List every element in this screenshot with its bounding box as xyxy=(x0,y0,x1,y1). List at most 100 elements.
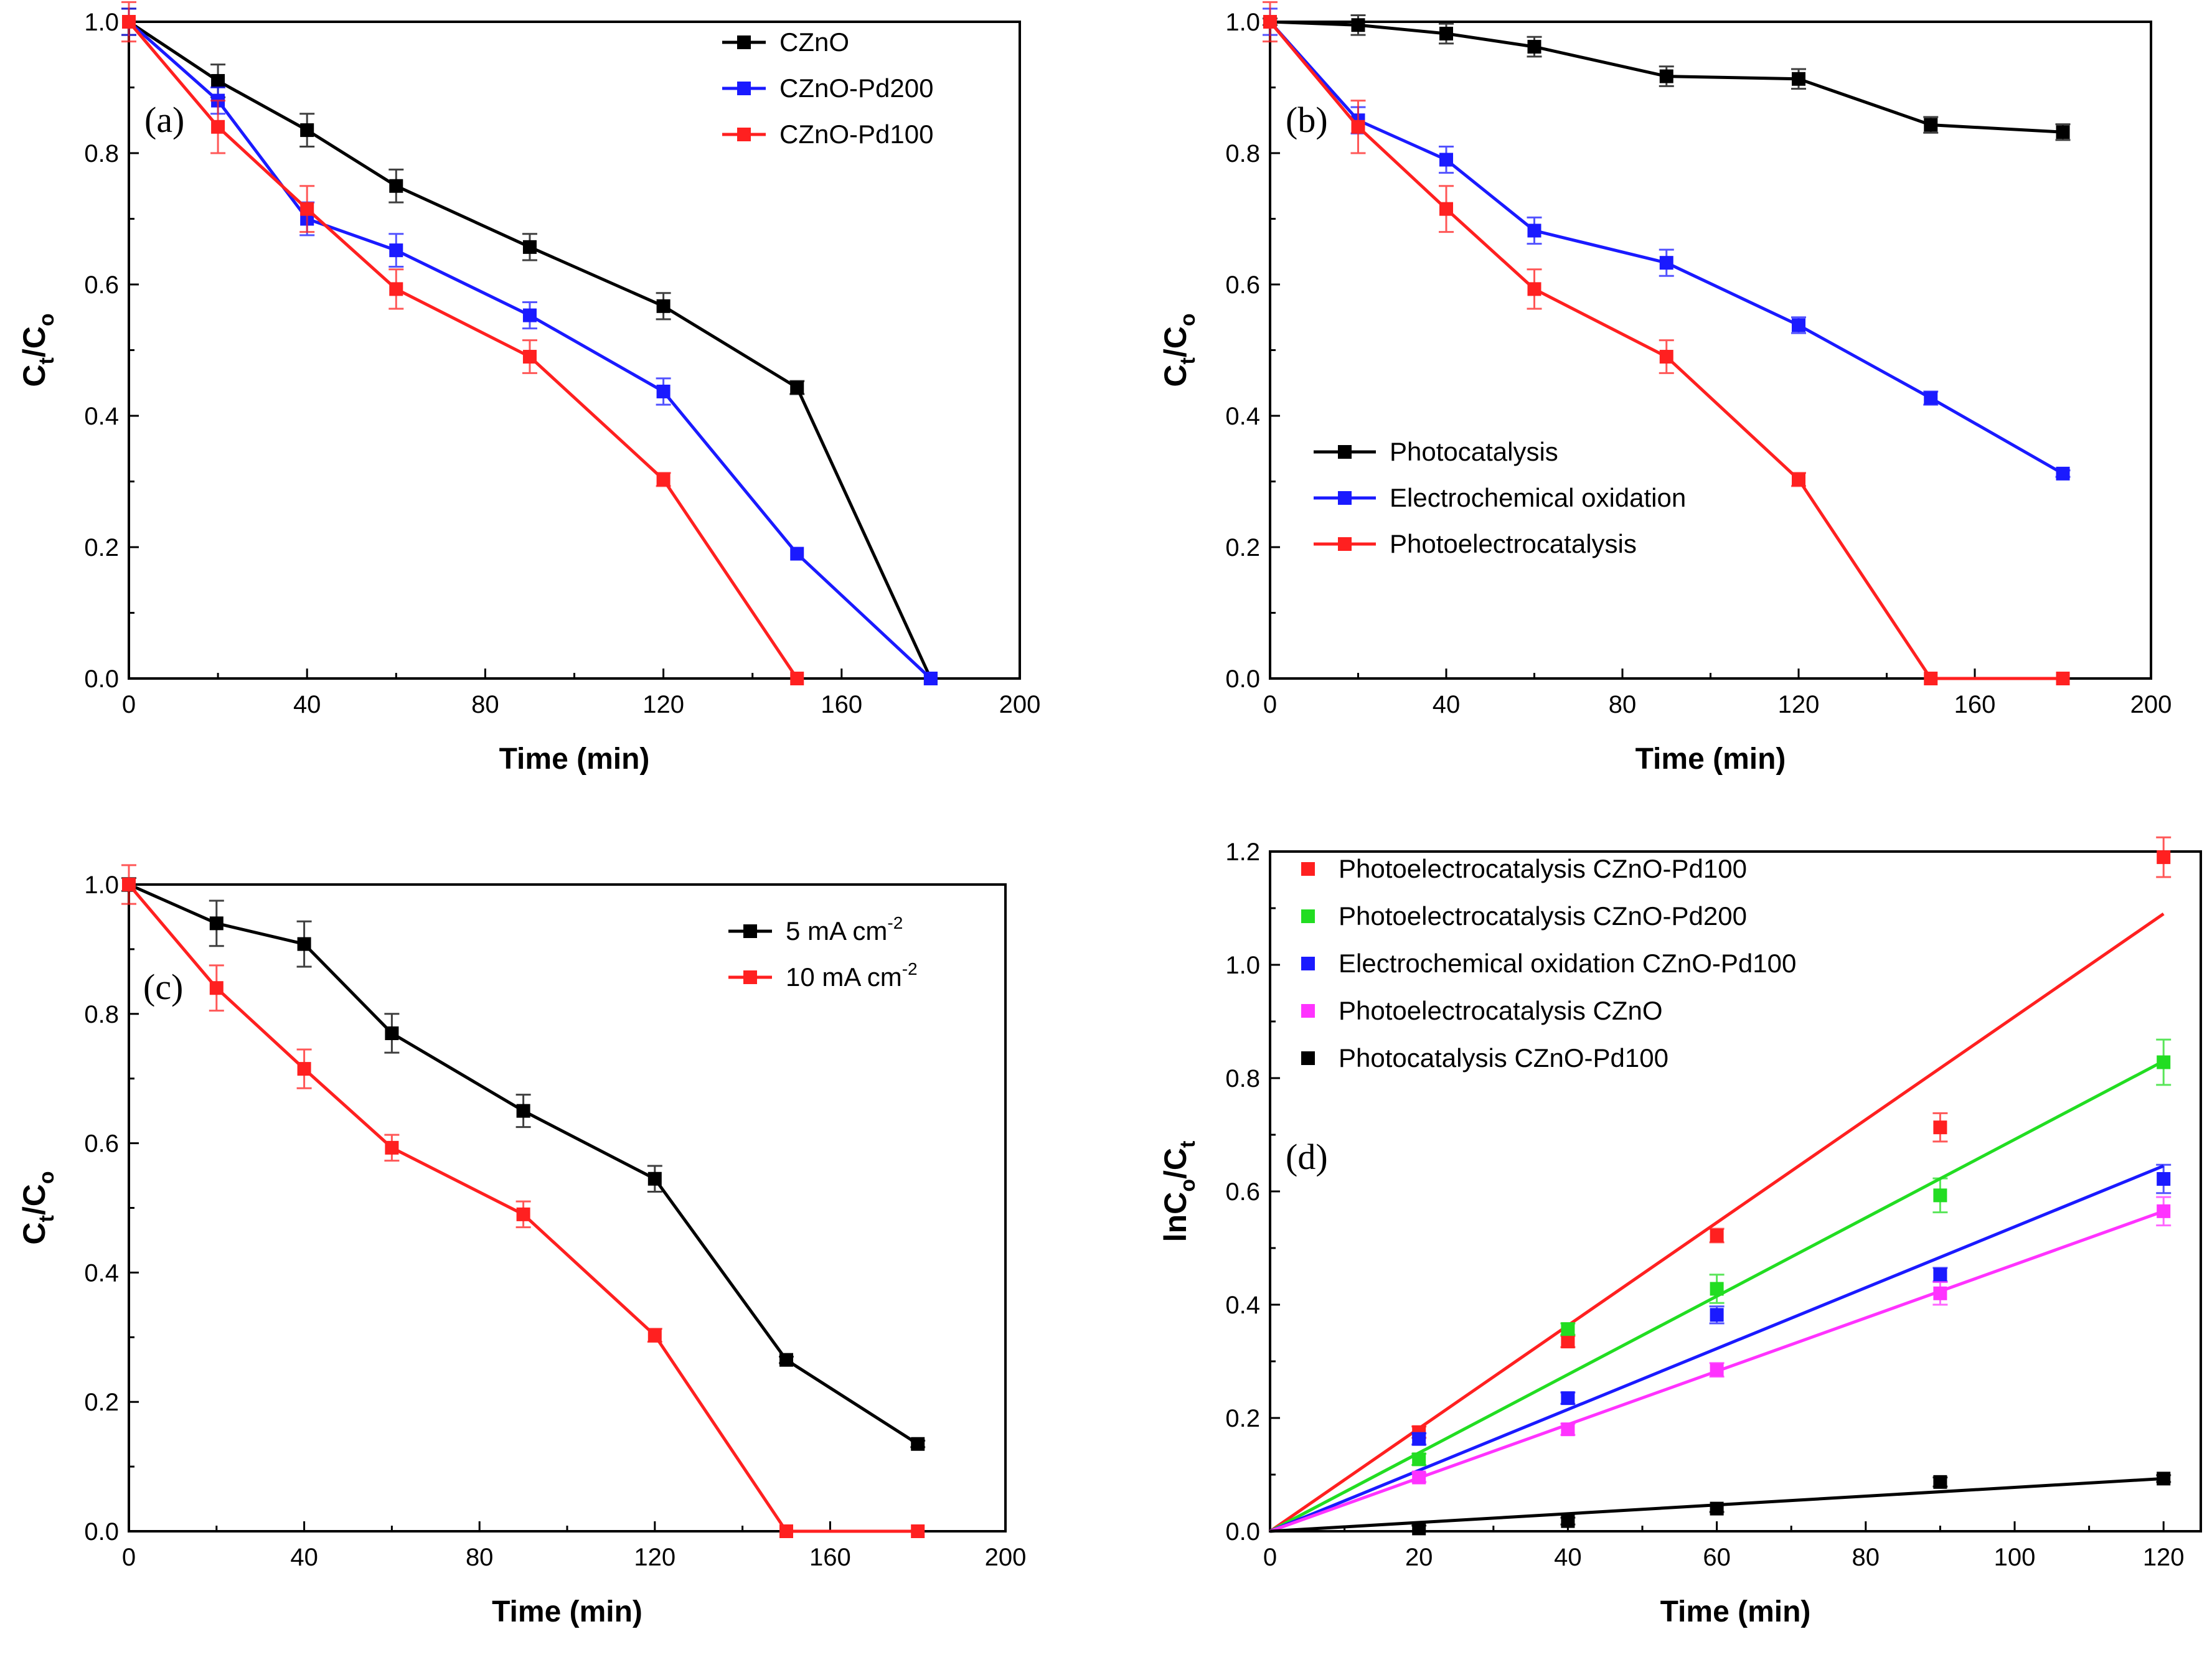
data-point xyxy=(122,15,136,29)
data-point xyxy=(1351,18,1365,32)
legend-entry: 5 mA cm-2 xyxy=(728,913,903,946)
legend-marker xyxy=(1338,491,1352,505)
data-point xyxy=(2056,125,2070,139)
data-point xyxy=(790,547,804,561)
legend-entry: Electrochemical oxidation CZnO-Pd100 xyxy=(1301,949,1796,978)
legend-entry: Photoelectrocatalysis xyxy=(1314,529,1637,558)
data-point xyxy=(1351,120,1365,134)
y-axis-title-part: o xyxy=(35,313,59,326)
legend-label-text: Electrochemical oxidation CZnO-Pd100 xyxy=(1339,949,1796,978)
x-tick-label: 40 xyxy=(293,691,321,718)
y-tick-label: 0.0 xyxy=(84,665,119,693)
data-point xyxy=(790,672,804,685)
data-point xyxy=(385,1140,399,1155)
data-point xyxy=(1561,1391,1575,1406)
x-tick-label: 80 xyxy=(466,1544,494,1571)
legend-label: 10 mA cm-2 xyxy=(786,959,918,992)
y-tick-label: 0.4 xyxy=(84,1259,119,1287)
data-point xyxy=(389,179,403,193)
x-axis-title: Time (min) xyxy=(1635,743,1786,776)
x-tick-label: 120 xyxy=(634,1544,675,1571)
legend-label: Photoelectrocatalysis CZnO-Pd200 xyxy=(1339,901,1747,931)
x-tick-label: 40 xyxy=(1554,1544,1582,1571)
data-point xyxy=(2157,850,2171,865)
data-point xyxy=(2056,466,2070,481)
x-tick-label: 120 xyxy=(1778,691,1820,718)
data-point xyxy=(1659,256,1673,270)
legend-label-text: Photoelectrocatalysis xyxy=(1390,529,1637,558)
data-point xyxy=(1933,1267,1947,1282)
y-tick-label: 1.2 xyxy=(1225,838,1260,866)
data-point xyxy=(779,1353,793,1367)
data-point xyxy=(297,1062,311,1076)
legend-entry: CZnO-Pd200 xyxy=(722,73,933,103)
x-tick-label: 80 xyxy=(1609,691,1637,718)
data-point xyxy=(209,981,224,995)
y-axis-title: Ct/Co xyxy=(1158,313,1200,387)
legend-marker xyxy=(737,128,751,141)
data-point xyxy=(209,916,224,931)
legend-entry: Photoelectrocatalysis CZnO xyxy=(1301,996,1663,1025)
series-line xyxy=(1269,21,2063,680)
data-point xyxy=(656,384,671,398)
y-tick-label: 0.2 xyxy=(84,1389,119,1416)
x-tick-label: 80 xyxy=(1852,1544,1880,1571)
data-point xyxy=(656,299,671,313)
data-point xyxy=(1561,1322,1575,1336)
legend-marker xyxy=(1301,957,1315,970)
legend-label-superscript: -2 xyxy=(902,959,918,979)
legend-entry: Photocatalysis xyxy=(1314,437,1558,466)
data-point xyxy=(1412,1452,1426,1467)
y-tick-label: 0.6 xyxy=(84,271,119,299)
y-tick-label: 0.8 xyxy=(84,140,119,167)
series-line xyxy=(128,20,933,680)
data-point xyxy=(1659,350,1673,364)
series-photocatalysis-czno-pd100 xyxy=(1269,1472,2172,1536)
x-tick-label: 0 xyxy=(1263,691,1277,718)
data-point xyxy=(1527,282,1541,296)
x-tick-label: 40 xyxy=(290,1544,318,1571)
x-tick-label: 200 xyxy=(985,1544,1027,1571)
y-axis-title-part: /C xyxy=(1158,1148,1193,1179)
data-point xyxy=(385,1026,399,1040)
data-point xyxy=(1561,1422,1575,1437)
y-tick-label: 0.0 xyxy=(1225,665,1260,693)
data-point xyxy=(516,1104,530,1118)
legend-label: 5 mA cm-2 xyxy=(786,913,903,946)
data-point xyxy=(1527,223,1541,238)
data-point xyxy=(1792,318,1805,332)
legend-marker xyxy=(1301,1004,1315,1018)
legend-label-text: CZnO-Pd100 xyxy=(779,120,933,149)
legend-entry: Photoelectrocatalysis CZnO-Pd100 xyxy=(1301,854,1747,883)
series-photoelectrocatalysis xyxy=(1263,1,2070,685)
y-axis-title-part: C xyxy=(17,365,52,387)
legend-label: CZnO-Pd100 xyxy=(779,120,933,149)
data-point xyxy=(647,1171,662,1186)
data-point xyxy=(1439,202,1453,216)
fit-line xyxy=(1269,1164,2165,1533)
legend-marker xyxy=(743,970,757,984)
data-point xyxy=(1924,672,1938,685)
y-axis-title-part: C xyxy=(1158,365,1193,387)
data-point xyxy=(1792,72,1805,86)
data-point xyxy=(1792,472,1805,487)
data-point xyxy=(790,380,804,395)
y-tick-label: 0.2 xyxy=(1225,534,1260,561)
y-tick-label: 0.6 xyxy=(1225,1178,1260,1206)
y-tick-label: 0.2 xyxy=(84,534,119,561)
data-point xyxy=(1527,40,1541,54)
data-point xyxy=(211,73,225,88)
y-tick-label: 0.2 xyxy=(1225,1405,1260,1432)
data-point xyxy=(1439,26,1453,40)
series-czno-pd100 xyxy=(121,1,804,685)
data-point xyxy=(647,1328,662,1343)
legend-marker xyxy=(737,82,751,95)
legend-label: CZnO-Pd200 xyxy=(779,73,933,103)
data-point xyxy=(297,937,311,951)
data-point xyxy=(1933,1120,1947,1135)
data-point xyxy=(1710,1363,1724,1377)
y-tick-label: 0.8 xyxy=(1225,1065,1260,1092)
x-tick-label: 200 xyxy=(999,691,1041,718)
data-point xyxy=(389,282,403,296)
